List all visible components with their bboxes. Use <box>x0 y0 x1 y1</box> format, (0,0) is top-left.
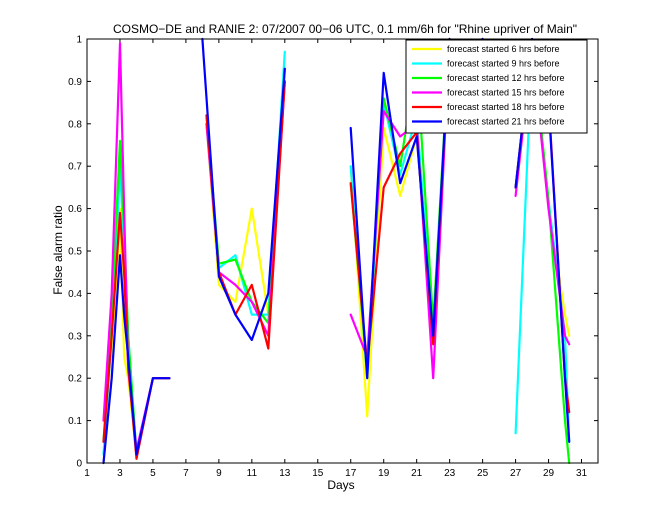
y-tick-label: 0.4 <box>68 289 82 300</box>
y-tick-label: 0.3 <box>68 331 82 342</box>
x-tick-label: 9 <box>216 468 222 479</box>
x-tick-label: 25 <box>477 468 489 479</box>
chart-title: COSMO−DE and RANIE 2: 07/2007 00−06 UTC,… <box>113 22 577 36</box>
legend-box <box>405 39 588 134</box>
x-tick-label: 13 <box>279 468 291 479</box>
legend-label: forecast started 15 hrs before <box>447 88 565 98</box>
x-tick-label: 29 <box>543 468 555 479</box>
plot-frame-border <box>86 38 599 464</box>
x-tick-label: 21 <box>411 468 423 479</box>
series-line <box>102 254 171 465</box>
legend-label: forecast started 12 hrs before <box>447 73 565 83</box>
x-tick-label: 15 <box>312 468 324 479</box>
x-axis-title: Days <box>327 478 354 492</box>
y-tick-label: 1 <box>76 35 82 46</box>
x-tick-label: 5 <box>150 468 156 479</box>
x-tick-label: 11 <box>247 468 258 479</box>
x-tick-label: 1 <box>84 468 90 479</box>
x-tick-label: 27 <box>510 468 522 479</box>
y-tick-label: 0.5 <box>68 247 82 258</box>
series-line <box>201 37 286 342</box>
legend-label: forecast started 9 hrs before <box>447 59 560 69</box>
y-tick-label: 0.9 <box>68 77 82 88</box>
x-tick-label: 3 <box>117 468 123 479</box>
y-axis-title: False alarm ratio <box>51 205 65 295</box>
x-tick-label: 31 <box>576 468 588 479</box>
legend: forecast started 6 hrs before forecast st… <box>405 39 588 134</box>
legend-label: forecast started 18 hrs before <box>447 102 565 112</box>
legend-label: forecast started 6 hrs before <box>447 44 560 54</box>
x-tick-label: 19 <box>378 468 390 479</box>
y-tick-label: 0.7 <box>68 162 82 173</box>
x-tick-label: 23 <box>444 468 456 479</box>
y-tick-label: 0.1 <box>68 416 82 427</box>
y-tick-label: 0.8 <box>68 119 82 130</box>
y-tick-label: 0.6 <box>68 204 82 215</box>
legend-label: forecast started 21 hrs before <box>447 117 565 127</box>
x-tick-label: 17 <box>345 468 357 479</box>
y-tick-label: 0 <box>76 459 82 470</box>
y-tick-label: 0.2 <box>68 374 82 385</box>
x-tick-label: 7 <box>183 468 189 479</box>
